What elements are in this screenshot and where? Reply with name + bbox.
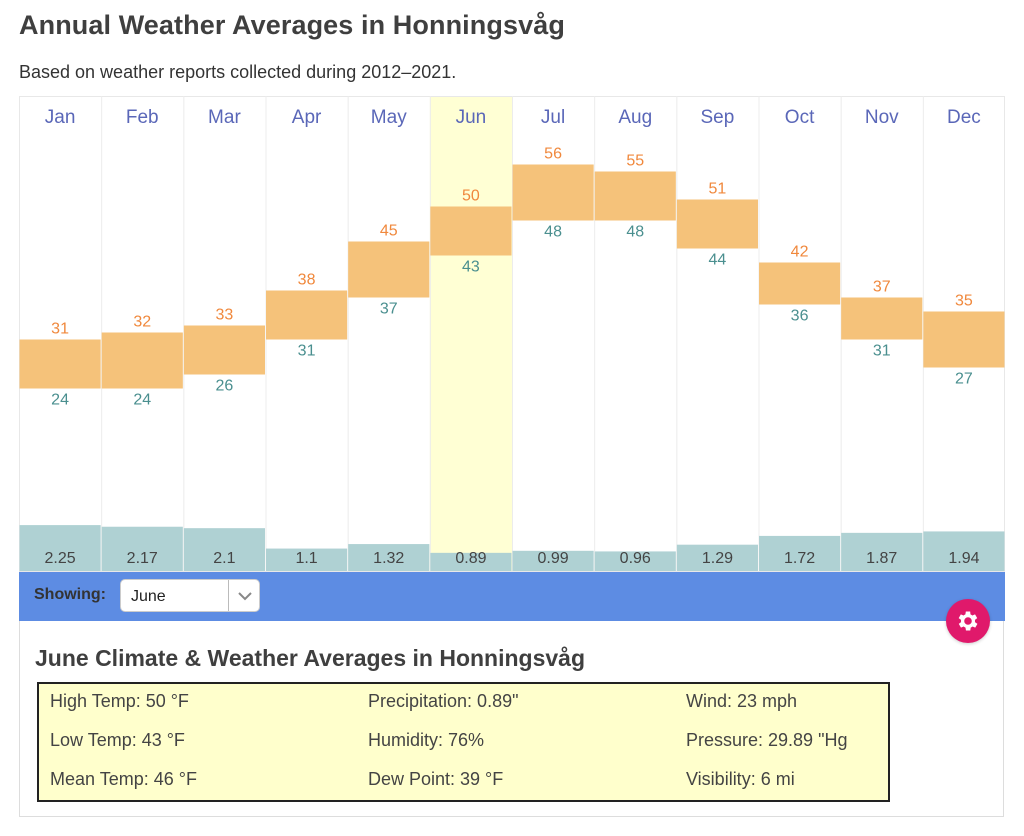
high-temp-label: 55	[626, 153, 644, 170]
month-label: Apr	[292, 107, 322, 128]
settings-button[interactable]	[946, 599, 990, 643]
precip-label: 0.89	[455, 550, 486, 567]
precip-bar	[594, 551, 676, 571]
month-label: Oct	[785, 107, 815, 128]
precip-label: 0.99	[538, 550, 569, 567]
stat-dew-point: Dew Point: 39 °F	[368, 769, 504, 789]
precip-bar	[183, 528, 265, 571]
month-column-sep[interactable]	[676, 97, 758, 571]
month-label: May	[371, 107, 407, 128]
stat-mean-temp: Mean Temp: 46 °F	[50, 769, 197, 789]
precip-bar	[266, 548, 348, 571]
high-temp-label: 33	[216, 307, 234, 324]
stat-pressure: Pressure: 29.89 "Hg	[686, 730, 848, 750]
precip-label: 0.96	[620, 550, 651, 567]
month-column-may[interactable]	[348, 97, 430, 571]
page-subtitle: Based on weather reports collected durin…	[19, 62, 457, 82]
gear-icon	[958, 611, 978, 631]
month-select-value: June	[131, 588, 166, 605]
detail-title: June Climate & Weather Averages in Honni…	[35, 645, 586, 671]
month-column-oct[interactable]	[759, 97, 841, 571]
precip-label: 2.1	[213, 550, 235, 567]
low-temp-label: 27	[955, 371, 973, 388]
weather-chart: Jan 31 24 2.25 Feb 32 24 2.17 Mar 33 26 2.1 Apr 38 31 1…	[19, 96, 1005, 572]
temp-range-bar	[759, 262, 841, 305]
low-temp-label: 31	[298, 343, 316, 360]
month-label: Jun	[456, 107, 487, 128]
high-temp-label: 50	[462, 188, 480, 205]
temp-range-bar	[348, 241, 430, 298]
high-temp-label: 38	[298, 272, 316, 289]
temp-range-bar	[676, 199, 758, 249]
low-temp-label: 24	[133, 392, 151, 409]
temp-range-bar	[594, 171, 676, 221]
precip-bar	[676, 544, 758, 571]
low-temp-label: 48	[626, 224, 644, 241]
showing-label: Showing:	[34, 586, 106, 603]
low-temp-label: 31	[873, 343, 891, 360]
low-temp-label: 24	[51, 392, 69, 409]
precip-bar	[759, 535, 841, 571]
month-label: Feb	[126, 107, 159, 128]
high-temp-label: 51	[709, 181, 727, 198]
showing-bar: Showing: June	[19, 572, 1005, 621]
month-column-jun[interactable]	[429, 97, 512, 571]
temp-range-bar	[266, 290, 348, 340]
temp-range-bar	[101, 332, 183, 389]
chevron-down-icon	[238, 592, 252, 601]
precip-bar	[430, 552, 512, 571]
high-temp-label: 37	[873, 279, 891, 296]
low-temp-label: 36	[791, 308, 809, 325]
high-temp-label: 56	[544, 146, 562, 163]
precip-bar	[841, 532, 923, 571]
temp-range-bar	[19, 339, 101, 389]
temp-range-bar	[923, 311, 1005, 368]
precip-label: 2.17	[127, 550, 158, 567]
high-temp-label: 45	[380, 223, 398, 240]
precip-label: 1.87	[866, 550, 897, 567]
low-temp-label: 26	[216, 378, 234, 395]
high-temp-label: 35	[955, 293, 973, 310]
low-temp-label: 48	[544, 224, 562, 241]
precip-bar	[512, 550, 594, 571]
page-title: Annual Weather Averages in Honningsvåg	[19, 10, 565, 40]
month-label: Sep	[701, 107, 735, 128]
month-label: Nov	[865, 107, 899, 128]
precip-bar	[348, 544, 430, 571]
precip-bar	[19, 525, 101, 571]
low-temp-label: 37	[380, 301, 398, 318]
high-temp-label: 42	[791, 244, 809, 261]
stat-wind: Wind: 23 mph	[686, 691, 798, 711]
precip-label: 2.25	[45, 550, 76, 567]
temp-range-bar	[512, 164, 594, 221]
detail-panel: June Climate & Weather Averages in Honni…	[19, 621, 1004, 817]
temp-range-bar	[183, 325, 265, 375]
precip-label: 1.94	[948, 550, 979, 567]
precip-bar	[101, 526, 183, 571]
stat-visibility: Visibility: 6 mi	[686, 769, 795, 789]
stat-high-temp: High Temp: 50 °F	[50, 691, 189, 711]
select-divider	[228, 580, 229, 611]
precip-label: 1.72	[784, 550, 815, 567]
temp-range-bar	[841, 297, 923, 340]
high-temp-label: 32	[133, 314, 151, 331]
month-label: Mar	[208, 107, 241, 128]
stat-humidity: Humidity: 76%	[368, 730, 485, 750]
month-select[interactable]: June	[120, 579, 260, 612]
stats-box: High Temp: 50 °F Precipitation: 0.89" Wi…	[37, 682, 890, 802]
month-label: Jul	[541, 107, 565, 128]
precip-label: 1.29	[702, 550, 733, 567]
precip-label: 1.1	[295, 550, 317, 567]
low-temp-label: 44	[709, 252, 727, 269]
precip-bar	[923, 531, 1005, 571]
stat-precipitation: Precipitation: 0.89"	[368, 691, 519, 711]
stat-low-temp: Low Temp: 43 °F	[50, 730, 185, 750]
temp-range-bar	[430, 206, 512, 256]
month-label: Aug	[618, 107, 652, 128]
high-temp-label: 31	[51, 321, 69, 338]
precip-label: 1.32	[373, 550, 404, 567]
month-label: Jan	[45, 107, 76, 128]
month-label: Dec	[947, 107, 981, 128]
low-temp-label: 43	[462, 259, 480, 276]
